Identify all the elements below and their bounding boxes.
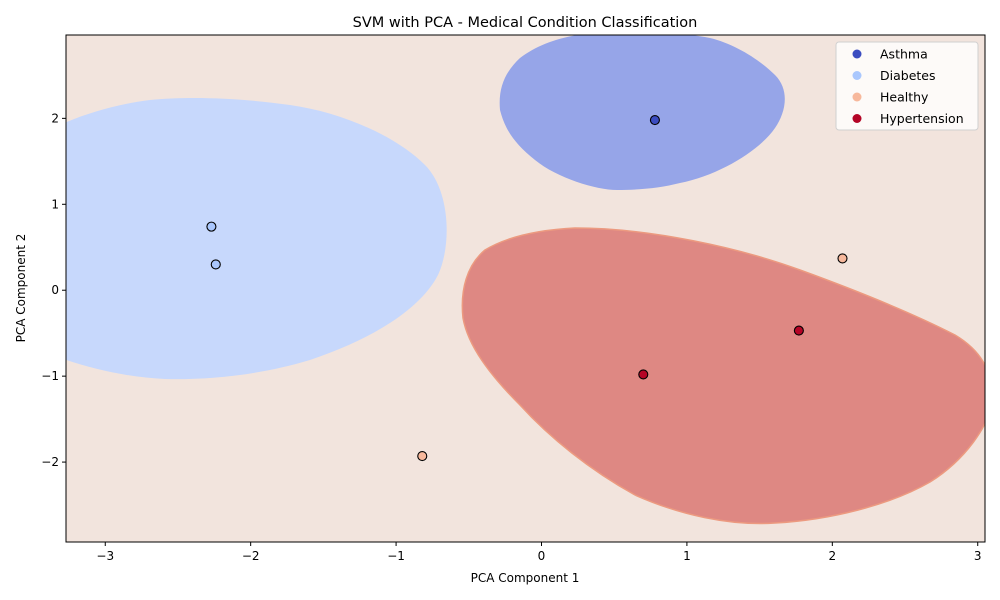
y-tick-label: 2 (51, 111, 59, 125)
plot-frame (65, 34, 986, 543)
data-point-healthy (837, 253, 848, 264)
x-tick-label: 1 (683, 549, 691, 563)
data-point-diabetes (206, 221, 217, 232)
data-point-hypertension (638, 369, 649, 380)
legend-marker-healthy (852, 92, 862, 102)
x-tick-label: 0 (538, 549, 546, 563)
x-tick-label: −2 (242, 549, 260, 563)
legend-box (835, 41, 979, 131)
legend-marker-asthma (852, 49, 862, 59)
y-tick-label: −2 (41, 455, 59, 469)
diabetes-region (66, 97, 447, 380)
y-tick-label: −1 (41, 369, 59, 383)
y-axis-label: PCA Component 2 (14, 234, 28, 343)
x-axis-label: PCA Component 1 (471, 571, 580, 585)
legend-marker-hypertension (852, 114, 862, 123)
chart-title: SVM with PCA - Medical Condition Classif… (353, 15, 698, 31)
legend-label-healthy: Healthy (880, 90, 929, 105)
hypertension-region (461, 227, 985, 525)
x-tick-label: 3 (974, 549, 982, 563)
legend-label-asthma: Asthma (880, 47, 928, 62)
x-tick-label: 2 (828, 549, 836, 563)
data-point-healthy (417, 451, 428, 462)
x-tick-label: −3 (96, 549, 114, 563)
legend: Asthma Diabetes Healthy Hypertension (835, 41, 979, 131)
y-tick-label: 1 (51, 197, 59, 211)
scatter-points (206, 115, 848, 462)
y-tick-label: 0 (51, 283, 59, 297)
asthma-region (499, 35, 785, 190)
axis-ticks: −3 −2 −1 0 1 2 3 −2 −1 0 1 2 (41, 111, 981, 563)
data-point-asthma (649, 115, 660, 126)
legend-label-diabetes: Diabetes (880, 68, 936, 83)
legend-marker-diabetes (852, 71, 862, 80)
data-point-hypertension (793, 325, 804, 336)
legend-label-hypertension: Hypertension (880, 111, 964, 126)
data-point-diabetes (210, 259, 221, 270)
x-tick-label: −1 (387, 549, 405, 563)
